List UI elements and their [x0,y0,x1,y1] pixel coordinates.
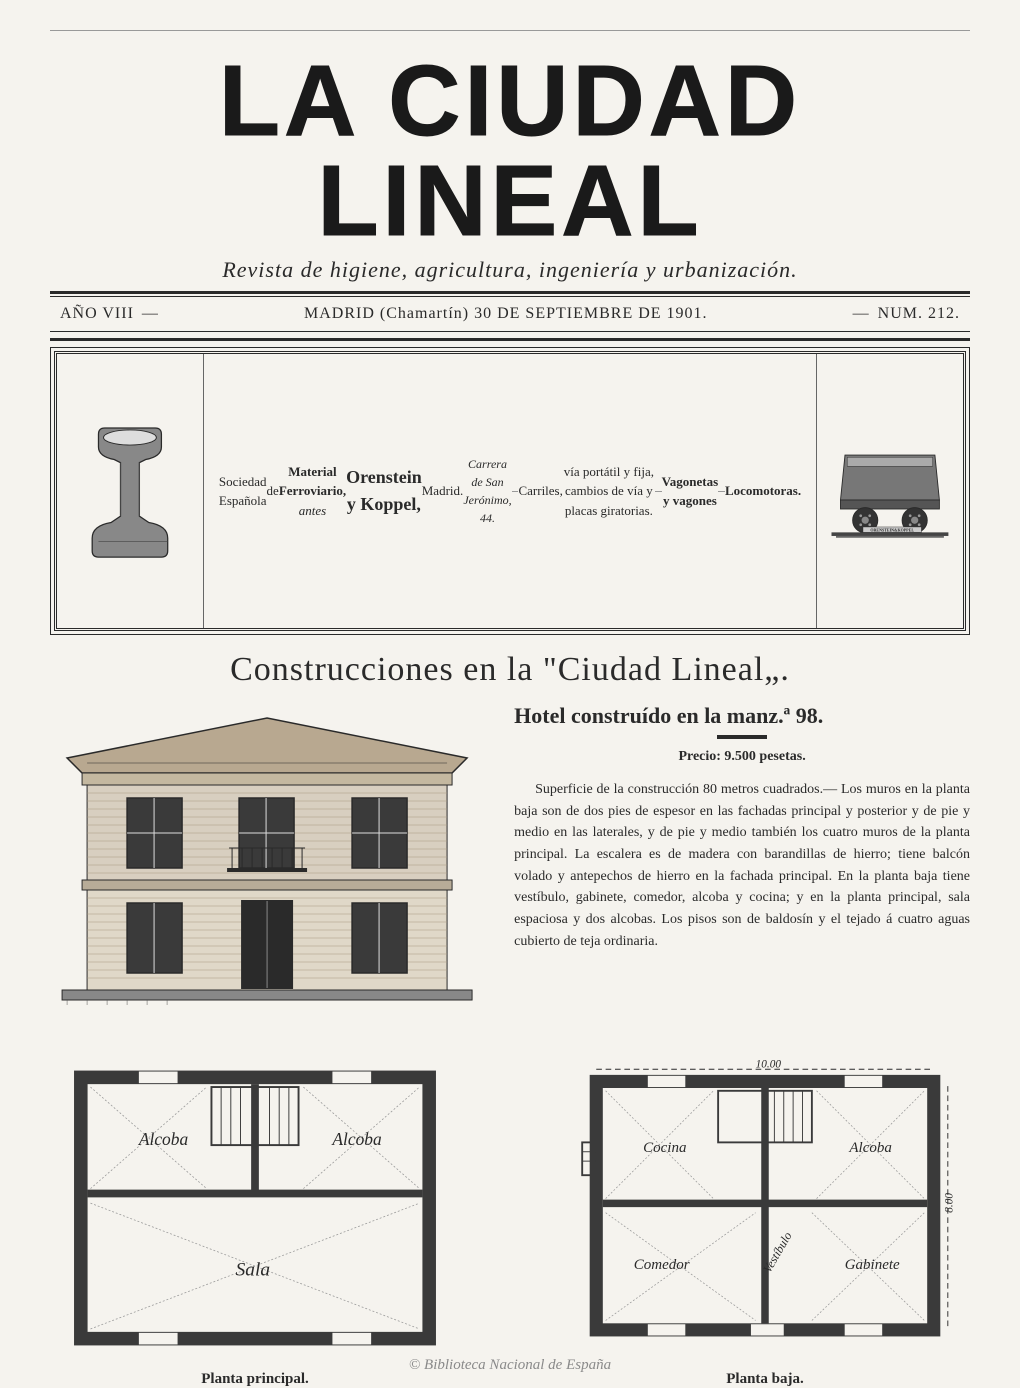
article-title: Construcciones en la "Ciudad Lineal„. [50,651,970,689]
page-frame: LA CIUDAD LINEAL Revista de higiene, agr… [50,30,970,1388]
plan-baja-svg: 10.00 8.00 [560,1058,970,1358]
svg-text:ORENSTEIN&KOPPEL: ORENSTEIN&KOPPEL [870,527,914,532]
ad-line: Sociedad Española [219,472,267,511]
price-line: Precio: 9.500 pesetas. [514,749,970,765]
issue-number: —NUM. 212. [845,305,960,323]
svg-text:8.00: 8.00 [944,1193,956,1213]
rule [50,331,970,332]
svg-text:Sala: Sala [236,1260,270,1281]
wagon-icon: ORENSTEIN&KOPPEL [827,364,953,618]
column-right: Hotel construído en la manz.ª 98. Precio… [514,703,970,1038]
watermark: © Biblioteca Nacional de España [0,1357,1020,1374]
floor-plans-row: Alcoba Alcoba Sala Planta principal. 10.… [50,1058,970,1388]
ad-products: Vagonetas y vagones [662,472,719,511]
date-center: MADRID (Chamartín) 30 DE SEPTIEMBRE DE 1… [304,305,708,323]
rail-icon [67,364,193,618]
rule [50,338,970,341]
divider [717,735,767,739]
svg-text:Alcoba: Alcoba [848,1140,892,1156]
ad-wagon-illustration: ORENSTEIN&KOPPEL [817,354,963,628]
svg-text:Alcoba: Alcoba [138,1129,189,1149]
ad-city: Madrid. [422,481,464,501]
hotel-heading: Hotel construído en la manz.ª 98. [514,703,970,729]
description-text: Superficie de la construcción 80 metros … [514,779,970,953]
publication-title: LA CIUDAD LINEAL [50,51,970,251]
masthead: LA CIUDAD LINEAL Revista de higiene, agr… [50,51,970,283]
facade-illustration [50,703,484,1013]
rule [50,291,970,294]
rule [50,296,970,297]
ad-products: Carriles, [518,481,562,501]
ad-products: vía portátil y fija, cambios de vía y pl… [563,462,655,521]
article-body: Hotel construído en la manz.ª 98. Precio… [50,703,970,1038]
ad-rail-illustration [57,354,204,628]
ad-line: Material Ferroviario, antes [279,462,346,521]
svg-text:Gabinete: Gabinete [845,1257,900,1273]
year-label: AÑO VIII— [60,305,167,323]
ad-products: Locomotoras. [725,481,801,501]
dateline: AÑO VIII— MADRID (Chamartín) 30 DE SEPTI… [50,299,970,329]
ad-text-column: Sociedad Española de Material Ferroviari… [204,354,817,628]
ad-company: Orenstein y Koppel, [346,464,422,518]
plan-principal: Alcoba Alcoba Sala Planta principal. [50,1058,460,1388]
plan-baja: 10.00 8.00 [560,1058,970,1388]
svg-text:10.00: 10.00 [756,1058,782,1070]
svg-text:Comedor: Comedor [634,1257,690,1273]
advertisement-box: Sociedad Española de Material Ferroviari… [54,351,966,631]
ad-line: de [267,481,279,501]
svg-text:Alcoba: Alcoba [331,1129,382,1149]
ad-address: Carrera de San Jerónimo, 44. [463,455,511,527]
publication-subtitle: Revista de higiene, agricultura, ingenie… [50,257,970,283]
plan-principal-svg: Alcoba Alcoba Sala [50,1058,460,1358]
column-left [50,703,484,1038]
svg-text:Cocina: Cocina [643,1140,686,1156]
